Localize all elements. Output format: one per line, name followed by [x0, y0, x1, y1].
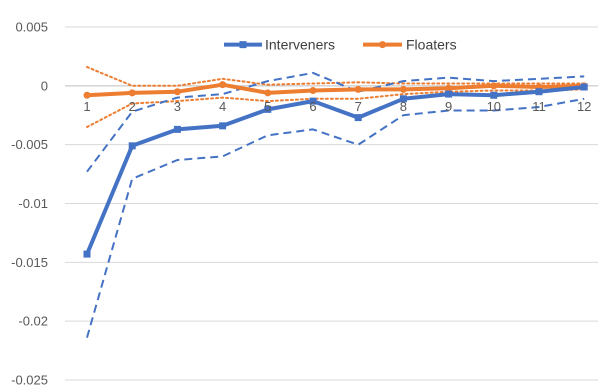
data-point: [309, 97, 317, 105]
series-line-floaters: [86, 82, 585, 98]
x-axis-tick-labels: 1 2 3 4 5 6 7 8 9 10 11 12: [83, 99, 591, 114]
data-point: [173, 88, 181, 96]
y-tick-label: -0.02: [18, 314, 48, 329]
data-point: [219, 81, 227, 89]
y-tick-label: -0.01: [18, 196, 48, 211]
x-tick-label: 2: [129, 99, 136, 114]
legend-label: Interveners: [265, 37, 335, 53]
data-point: [354, 114, 362, 122]
x-tick-label: 3: [174, 99, 181, 114]
confidence-band-dotted: [86, 88, 586, 128]
x-tick-label: 4: [219, 99, 226, 114]
legend-label: Floaters: [406, 37, 457, 53]
data-point: [83, 91, 91, 99]
y-tick-label: 0.005: [15, 20, 48, 35]
y-axis-tick-labels: 0.005 0 -0.005 -0.01 -0.015 -0.02 -0.025: [11, 20, 48, 388]
data-point: [580, 83, 588, 91]
data-point: [399, 95, 407, 103]
confidence-band-dashed: [86, 97, 585, 338]
y-tick-label: -0.015: [11, 255, 48, 270]
series-lines: [83, 66, 588, 338]
data-point: [490, 82, 498, 90]
data-point: [445, 90, 453, 98]
data-point: [264, 89, 272, 97]
y-tick-label: -0.005: [11, 137, 48, 152]
legend: Interveners Floaters: [224, 37, 457, 53]
data-point: [445, 84, 453, 92]
x-tick-label: 1: [83, 99, 90, 114]
x-tick-label: 8: [400, 99, 407, 114]
x-tick-label: 5: [264, 99, 271, 114]
data-point: [354, 85, 362, 93]
data-point: [128, 89, 136, 97]
legend-marker: [239, 41, 247, 49]
data-point: [490, 91, 498, 99]
confidence-band-dotted: [86, 66, 586, 87]
y-tick-label: 0: [41, 78, 48, 93]
x-tick-label: 9: [445, 99, 452, 114]
data-point: [264, 105, 272, 113]
data-point: [83, 250, 91, 258]
data-point: [535, 88, 543, 96]
data-point: [219, 122, 227, 130]
series-line-interveners: [85, 85, 585, 255]
x-tick-label: 7: [355, 99, 362, 114]
data-point: [399, 85, 407, 93]
x-tick-label: 6: [309, 99, 316, 114]
data-point: [309, 87, 317, 95]
x-tick-label: 11: [532, 99, 546, 114]
x-tick-label: 12: [577, 99, 591, 114]
y-tick-label: -0.025: [11, 373, 48, 388]
legend-marker: [379, 41, 386, 49]
data-point: [128, 142, 136, 150]
data-point: [173, 125, 181, 133]
x-tick-label: 10: [487, 99, 501, 114]
